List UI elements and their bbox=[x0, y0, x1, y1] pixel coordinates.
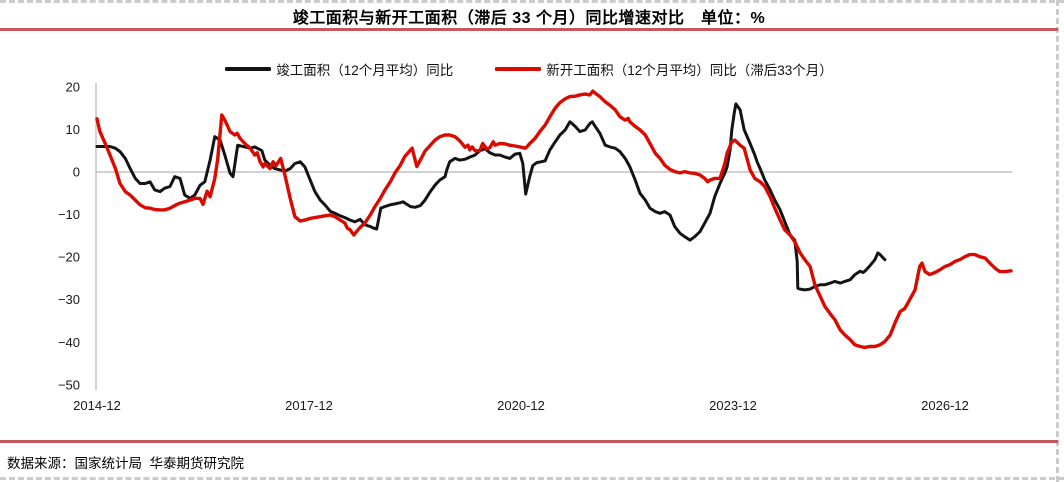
title-separator-rule bbox=[0, 28, 1058, 31]
legend-swatch-red-line bbox=[495, 67, 542, 71]
y-axis-tick-label: 20 bbox=[66, 79, 80, 94]
chart-title: 竣工面积与新开工面积（滞后 33 个月）同比增速对比 单位：% bbox=[292, 10, 766, 27]
y-axis-tick-label: 0 bbox=[73, 165, 80, 180]
x-axis-tick-label: 2020-12 bbox=[497, 398, 545, 413]
footer-separator-rule bbox=[0, 440, 1058, 443]
x-axis-tick-label: 2014-12 bbox=[73, 398, 121, 413]
data-source-text: 数据来源：国家统计局 华泰期货研究院 bbox=[7, 456, 245, 471]
legend-item-completed-area: 竣工面积（12个月平均）同比 bbox=[225, 59, 453, 79]
series-line-new-start-area bbox=[95, 89, 1013, 350]
legend-label-completed-area: 竣工面积（12个月平均）同比 bbox=[276, 63, 454, 78]
chart-legend: 竣工面积（12个月平均）同比 新开工面积（12个月平均）同比（滞后33个月） bbox=[0, 59, 1058, 79]
y-axis-tick-label: −40 bbox=[58, 335, 80, 350]
x-axis-tick-label: 2023-12 bbox=[709, 398, 757, 413]
x-axis-tick-label: 2017-12 bbox=[285, 398, 333, 413]
legend-label-new-start-area: 新开工面积（12个月平均）同比（滞后33个月） bbox=[546, 63, 833, 78]
y-axis-tick-label: −50 bbox=[58, 377, 80, 392]
y-axis-tick-label: 10 bbox=[66, 122, 80, 137]
y-axis-tick-label: −10 bbox=[58, 207, 80, 222]
y-axis-tick-label: −20 bbox=[58, 250, 80, 265]
y-axis-tick-label: −30 bbox=[58, 292, 80, 307]
legend-item-new-start-area: 新开工面积（12个月平均）同比（滞后33个月） bbox=[495, 59, 833, 79]
x-axis-tick-label: 2026-12 bbox=[921, 398, 969, 413]
series-line-completed-area bbox=[95, 102, 887, 292]
legend-swatch-black-line bbox=[225, 67, 272, 71]
